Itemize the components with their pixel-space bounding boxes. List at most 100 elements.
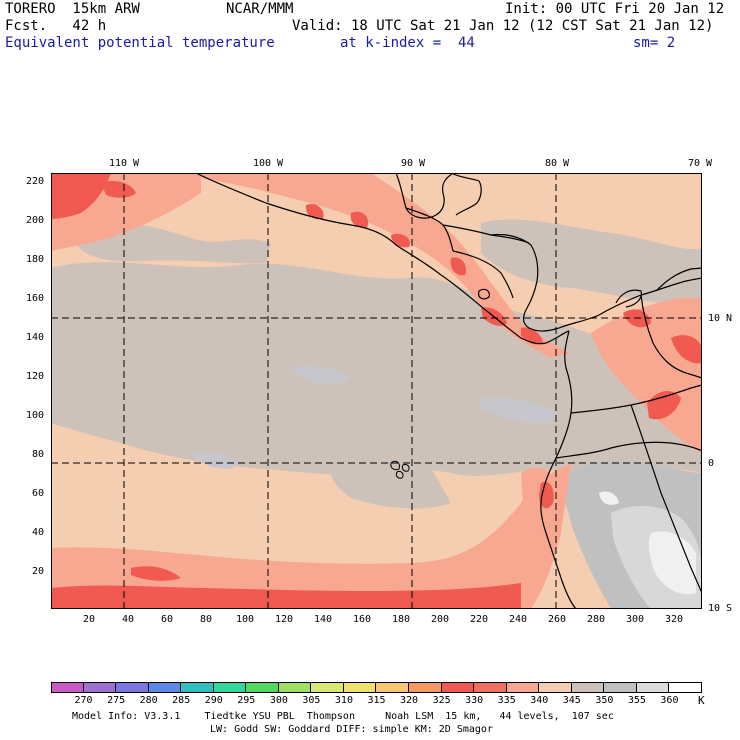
lake-nicaragua bbox=[478, 288, 490, 300]
x-tick-label: 240 bbox=[508, 614, 528, 625]
x-tick-label: 80 bbox=[199, 614, 213, 625]
x-tick-label: 280 bbox=[586, 614, 606, 625]
border-nicaragua bbox=[452, 250, 514, 299]
coast-mexico-pacific bbox=[195, 173, 570, 345]
x-tick-label: 160 bbox=[352, 614, 372, 625]
colorbar-swatch bbox=[213, 682, 247, 693]
lon-label-90w: 90 W bbox=[400, 158, 426, 169]
border-colombia-venezuela bbox=[640, 294, 702, 379]
y-tick-label: 80 bbox=[31, 449, 44, 460]
x-tick-label: 60 bbox=[160, 614, 174, 625]
x-tick-label: 100 bbox=[235, 614, 255, 625]
galapagos-islands bbox=[390, 460, 410, 479]
salmon-zone-south bbox=[51, 463, 571, 609]
colorbar-level-label: 340 bbox=[530, 695, 549, 706]
lon-label-110w: 110 W bbox=[108, 158, 140, 169]
lon-label-70w: 70 W bbox=[687, 158, 713, 169]
coast-gulf-venezuela bbox=[615, 289, 642, 308]
colorbar-unit: K bbox=[698, 694, 705, 707]
lon-label-80w: 80 W bbox=[544, 158, 570, 169]
colorbar-level-label: 290 bbox=[204, 695, 223, 706]
colorbar-level-label: 350 bbox=[595, 695, 614, 706]
coast-gulf-mexico bbox=[395, 173, 454, 219]
model-name: TORERO 15km ARW bbox=[5, 1, 140, 17]
colorbar-level-label: 310 bbox=[334, 695, 353, 706]
y-tick-label: 200 bbox=[25, 215, 44, 226]
red-patch-mexico bbox=[305, 203, 324, 220]
smoothing-info: sm= 2 bbox=[633, 35, 676, 51]
colorbar-swatch bbox=[51, 682, 84, 693]
red-patch-colombia-south bbox=[647, 391, 681, 420]
x-tick-label: 40 bbox=[121, 614, 135, 625]
physics-info: LW: Godd SW: Goddard DIFF: simple KM: 2D… bbox=[210, 724, 493, 735]
colorbar-level-label: 360 bbox=[660, 695, 679, 706]
colorbar-level-label: 330 bbox=[465, 695, 484, 706]
colorbar-swatch bbox=[311, 682, 344, 693]
colorbar-swatch bbox=[539, 682, 572, 693]
blue-gray-patch bbox=[291, 366, 351, 385]
colorbar-swatch bbox=[636, 682, 670, 693]
x-tick-label: 260 bbox=[547, 614, 567, 625]
theta-e-map bbox=[51, 173, 702, 609]
y-tick-label: 180 bbox=[25, 254, 44, 265]
colorbar-swatch bbox=[343, 682, 377, 693]
colorbar-frame bbox=[51, 682, 702, 693]
lat-label-0: 0 bbox=[708, 458, 715, 469]
gray-patch-galapagos bbox=[329, 457, 451, 509]
coast-venezuela-east bbox=[655, 267, 702, 292]
gray-band-pacific bbox=[51, 262, 702, 493]
y-tick-label: 40 bbox=[31, 527, 44, 538]
colorbar-level-label: 335 bbox=[497, 695, 516, 706]
colorbar-swatch bbox=[181, 682, 214, 693]
red-patch-nw2 bbox=[101, 181, 136, 198]
colorbar-level-label: 300 bbox=[269, 695, 288, 706]
y-tick-label: 20 bbox=[31, 566, 44, 577]
border-peru-brazil bbox=[630, 404, 702, 594]
organization: NCAR/MMM bbox=[226, 1, 294, 17]
y-tick-label: 140 bbox=[25, 332, 44, 343]
coast-yucatan bbox=[450, 173, 482, 216]
red-patch-mexico2 bbox=[350, 211, 369, 229]
colorbar-swatch bbox=[441, 682, 475, 693]
lat-label-10s: 10 S bbox=[708, 603, 733, 614]
colorbar-swatch bbox=[571, 682, 605, 693]
blue-gray-patch bbox=[481, 397, 556, 424]
colorbar-level-label: 305 bbox=[302, 695, 321, 706]
red-band-south bbox=[51, 583, 521, 609]
forecast-hour: Fcst. 42 h bbox=[5, 18, 107, 34]
colorbar-swatch bbox=[376, 682, 410, 693]
y-tick-label: 220 bbox=[25, 176, 44, 187]
x-tick-label: 320 bbox=[664, 614, 684, 625]
init-time: Init: 00 UTC Fri 20 Jan 12 bbox=[505, 1, 725, 17]
colorbar-level-label: 270 bbox=[74, 695, 93, 706]
x-tick-label: 120 bbox=[274, 614, 294, 625]
colorbar-swatch bbox=[148, 682, 182, 693]
colorbar-swatch bbox=[409, 682, 442, 693]
x-tick-label: 20 bbox=[82, 614, 96, 625]
border-ecuador-peru bbox=[555, 441, 702, 459]
colorbar-level-label: 325 bbox=[432, 695, 451, 706]
colorbar-swatch bbox=[83, 682, 117, 693]
y-tick-label: 160 bbox=[25, 293, 44, 304]
blue-gray-patch bbox=[191, 451, 241, 469]
lat-lon-grid bbox=[51, 173, 702, 609]
x-tick-label: 140 bbox=[313, 614, 333, 625]
colorbar-level-label: 280 bbox=[139, 695, 158, 706]
colorbar-swatch bbox=[474, 682, 507, 693]
colorbar-swatch bbox=[116, 682, 149, 693]
x-tick-label: 180 bbox=[391, 614, 411, 625]
lat-label-10n: 10 N bbox=[708, 313, 733, 324]
x-tick-label: 220 bbox=[469, 614, 489, 625]
y-tick-label: 120 bbox=[25, 371, 44, 382]
red-patch-south-w bbox=[131, 566, 181, 581]
gray-patch-caribbean bbox=[481, 219, 702, 305]
red-patch-ecuador bbox=[539, 481, 554, 509]
white-altiplano bbox=[648, 531, 696, 595]
colorbar-level-label: 355 bbox=[627, 695, 646, 706]
coastlines bbox=[195, 173, 702, 609]
colorbar-level-label: 275 bbox=[107, 695, 126, 706]
colorbar-level-label: 315 bbox=[367, 695, 386, 706]
red-patch-nw bbox=[51, 173, 111, 219]
map-frame bbox=[51, 173, 702, 609]
colorbar-swatch bbox=[506, 682, 540, 693]
